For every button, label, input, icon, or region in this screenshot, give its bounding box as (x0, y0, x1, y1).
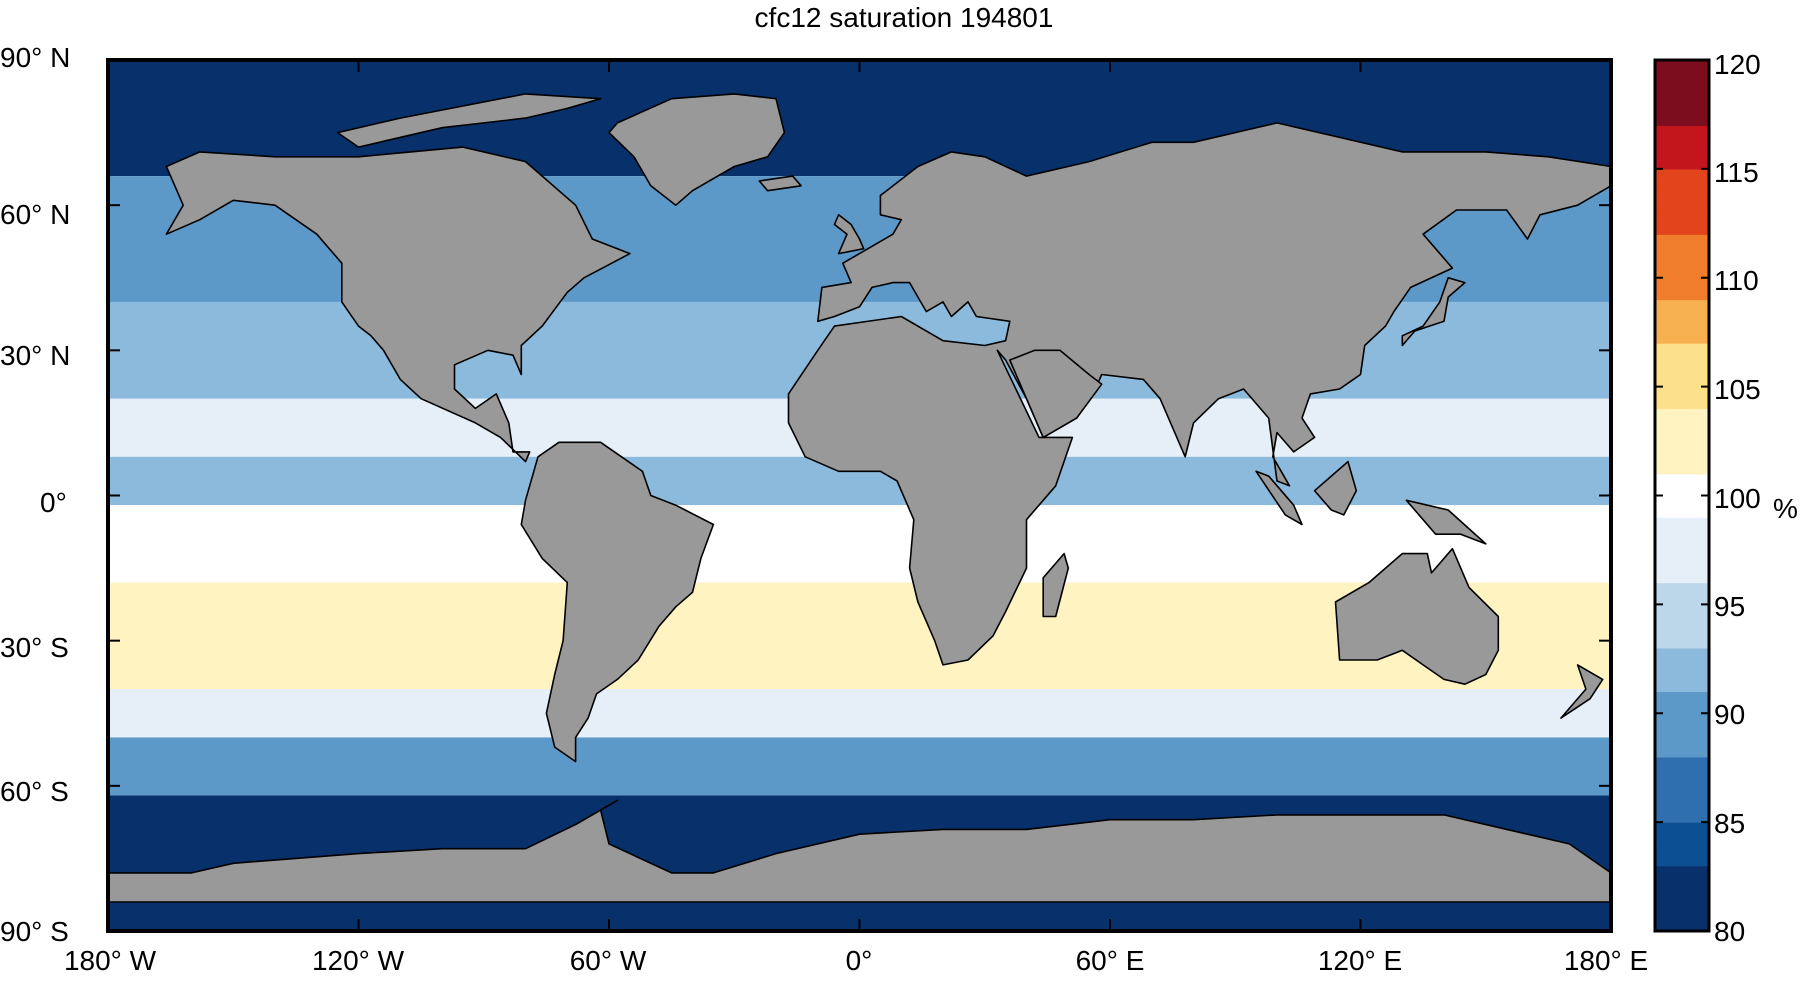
colorbar-label-115: 115 (1714, 157, 1759, 188)
colorbar-swatch (1655, 800, 1709, 823)
colorbar-swatch (1655, 560, 1709, 584)
colorbar-swatch (1655, 125, 1709, 148)
colorbar-swatch (1655, 909, 1709, 932)
colorbar-swatch (1655, 255, 1709, 279)
lon-label-60e: 60° E (1075, 945, 1145, 976)
colorbar-swatch (1655, 647, 1709, 671)
colorbar-swatch (1655, 495, 1709, 518)
colorbar-swatch (1655, 343, 1709, 366)
colorbar-swatch (1655, 778, 1709, 801)
colorbar-swatch (1655, 321, 1709, 344)
lon-label-0: 0° (845, 945, 873, 976)
lon-label-180w: 180° W (63, 945, 157, 976)
colorbar (1655, 60, 1709, 932)
land-south-america (520, 441, 715, 763)
colorbar-swatch (1655, 168, 1709, 192)
land-north-america (165, 146, 631, 463)
colorbar-swatch (1655, 843, 1709, 867)
colorbar-swatch (1655, 299, 1709, 322)
colorbar-label-120: 120 (1714, 49, 1761, 80)
colorbar-swatch (1655, 277, 1709, 301)
colorbar-swatch (1655, 756, 1709, 780)
colorbar-swatch (1655, 81, 1709, 105)
lat-label-90s: 90° S (0, 916, 69, 947)
colorbar-swatch (1655, 473, 1709, 497)
colorbar-ticks (1655, 59, 1709, 932)
land-new-zealand (1560, 664, 1604, 719)
colorbar-swatch (1655, 735, 1709, 758)
land-madagascar (1042, 552, 1070, 618)
colorbar-unit: % (1773, 493, 1798, 524)
lat-label-90n: 90° N (0, 42, 71, 73)
colorbar-swatch (1655, 539, 1709, 562)
colorbar-swatch (1655, 865, 1709, 889)
land-masses (108, 93, 1611, 903)
land-sumatra (1255, 470, 1303, 526)
lat-label-30n: 30° N (0, 340, 71, 371)
colorbar-label-100: 100 (1714, 483, 1761, 514)
colorbar-swatch (1655, 713, 1709, 736)
land-iceland (758, 175, 802, 192)
colorbar-swatch (1655, 408, 1709, 431)
ocean-band (108, 737, 1611, 796)
colorbar-swatch (1655, 451, 1709, 475)
colorbar-swatch (1655, 517, 1709, 540)
colorbar-swatch (1655, 147, 1709, 170)
land-great-britain (833, 214, 865, 255)
land-greenland (608, 93, 786, 206)
colorbar-swatch (1655, 582, 1709, 605)
land-antarctica (108, 799, 1611, 903)
colorbar-swatch (1655, 190, 1709, 214)
colorbar-swatch (1655, 364, 1709, 388)
land-arabian-sea-gap (1008, 349, 1103, 439)
colorbar-swatch (1655, 669, 1709, 693)
ocean-band (108, 505, 1611, 583)
land-australia (1334, 547, 1500, 686)
map-title: cfc12 saturation 194801 (754, 2, 1054, 33)
land-eurasia-africa (787, 122, 1611, 666)
colorbar-swatch (1655, 60, 1709, 83)
lon-label-120e: 120° E (1317, 945, 1403, 976)
ocean-band (108, 689, 1611, 738)
colorbar-swatch (1655, 234, 1709, 257)
colorbar-swatch (1655, 386, 1709, 410)
colorbar-swatch (1655, 103, 1709, 126)
land-new-guinea (1405, 499, 1487, 545)
colorbar-label-95: 95 (1714, 591, 1746, 622)
map-ticks (107, 59, 1612, 932)
lon-label-120w: 120° W (311, 945, 405, 976)
lon-label-60w: 60° W (569, 945, 647, 976)
lon-label-180e: 180° E (1563, 945, 1649, 976)
colorbar-swatch (1655, 887, 1709, 910)
colorbar-swatch (1655, 822, 1709, 845)
lat-label-60n: 60° N (0, 199, 71, 230)
colorbar-label-105: 105 (1714, 374, 1761, 405)
colorbar-swatch (1655, 691, 1709, 714)
lat-label-60s: 60° S (0, 776, 69, 807)
colorbar-swatch (1655, 604, 1709, 627)
colorbar-swatch (1655, 430, 1709, 453)
land-borneo (1313, 460, 1358, 516)
land-japan (1401, 276, 1466, 347)
colorbar-label-80: 80 (1714, 916, 1746, 947)
colorbar-label-110: 110 (1714, 265, 1759, 296)
lat-label-0: 0° (40, 487, 67, 518)
colorbar-swatch (1655, 626, 1709, 649)
colorbar-label-90: 90 (1714, 699, 1746, 730)
lat-label-30s: 30° S (0, 632, 69, 663)
colorbar-label-85: 85 (1714, 808, 1746, 839)
colorbar-swatch (1655, 212, 1709, 235)
land-canadian-islands (336, 93, 602, 148)
